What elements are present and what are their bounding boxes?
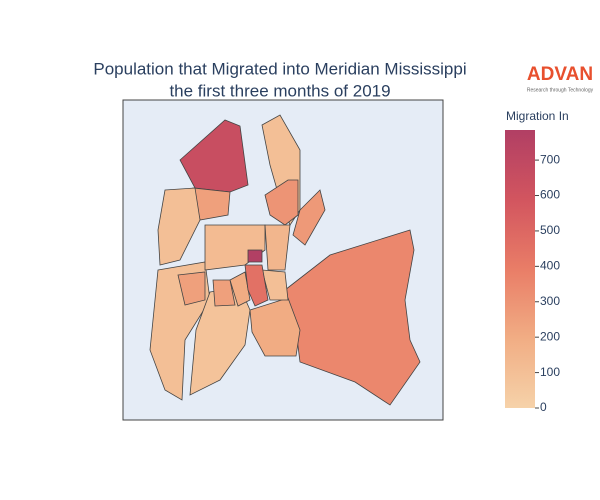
colorbar-title: Migration In — [506, 109, 569, 123]
colorbar-tick-label: 500 — [540, 223, 560, 237]
region — [244, 264, 269, 307]
colorbar-tick-label: 0 — [540, 400, 547, 414]
region — [247, 249, 263, 263]
regions — [149, 114, 421, 406]
colorbar-tick-label: 200 — [540, 329, 560, 343]
colorbar-tick-label: 300 — [540, 294, 560, 308]
logo: ADVAN — [527, 64, 593, 85]
region — [284, 229, 421, 406]
region — [157, 187, 201, 266]
chart-title: Population that Migrated into Meridian M… — [93, 59, 466, 78]
region — [229, 271, 251, 307]
chart-title: the first three months of 2019 — [169, 81, 390, 100]
colorbar — [505, 130, 535, 408]
colorbar-tick-label: 100 — [540, 365, 560, 379]
region — [177, 271, 206, 306]
colorbar-tick-label: 400 — [540, 259, 560, 273]
region — [212, 279, 236, 307]
region — [264, 224, 291, 271]
colorbar-tick-label: 600 — [540, 188, 560, 202]
logo-tagline: Research through Technology — [527, 87, 594, 93]
region — [292, 189, 326, 246]
region — [261, 269, 289, 301]
colorbar-tick-label: 700 — [540, 152, 560, 166]
